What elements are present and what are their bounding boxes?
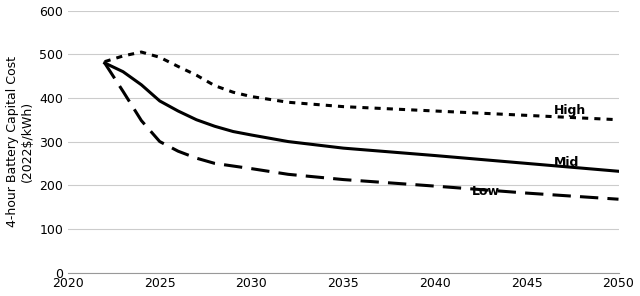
Text: Low: Low (472, 185, 500, 198)
Text: Mid: Mid (554, 156, 580, 169)
Y-axis label: 4-hour Battery Capital Cost
(2022$/kWh): 4-hour Battery Capital Cost (2022$/kWh) (6, 56, 33, 227)
Text: High: High (554, 104, 586, 117)
